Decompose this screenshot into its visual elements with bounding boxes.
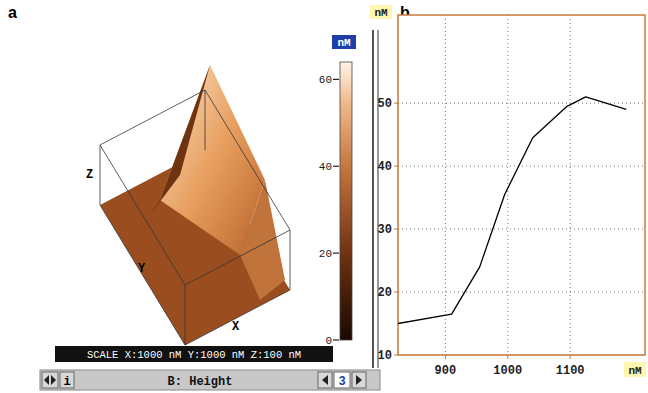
grid-line (398, 292, 645, 293)
box-edge (100, 205, 185, 345)
y-tick (394, 166, 398, 167)
prev-icon (322, 375, 328, 385)
grid-line (445, 15, 446, 355)
window-edge (377, 30, 379, 368)
afm-window (40, 30, 380, 368)
y-tick-label: 10 (378, 349, 392, 363)
y-tick (394, 229, 398, 230)
scale-text: SCALE X:1000 nM Y:1000 nM Z:100 nM (87, 349, 301, 361)
axis-label: X (232, 320, 240, 334)
y-label-box (370, 5, 392, 19)
colorbar-unit: nM (337, 37, 351, 49)
box-edge (185, 290, 290, 345)
grid-line (507, 15, 508, 355)
box-edge (100, 145, 185, 285)
nav-button[interactable] (42, 372, 58, 388)
x-tick-label: 1000 (493, 364, 522, 378)
colorbar-tick (333, 253, 339, 254)
x-tick (507, 355, 508, 359)
ridge-shadow (150, 65, 210, 215)
page-number: 3 (338, 375, 345, 389)
x-tick (570, 355, 571, 359)
y-axis-label: nM (374, 7, 388, 19)
surface-3d (100, 65, 290, 345)
panel-label: a (8, 4, 17, 21)
plot-area (398, 15, 645, 355)
y-tick (394, 103, 398, 104)
box-edge (185, 230, 290, 285)
y-tick-label: 30 (378, 223, 392, 237)
scale-bar (55, 346, 333, 362)
colorbar-tick-label: 20 (319, 248, 332, 260)
colorbar-tick (333, 339, 339, 340)
colorbar-tick (333, 166, 339, 167)
prev-button[interactable] (318, 372, 332, 388)
plot-frame (398, 15, 645, 355)
y-tick-label: 20 (378, 286, 392, 300)
channel-label: B: Height (168, 375, 233, 389)
y-tick (394, 355, 398, 356)
info-label: i (63, 375, 70, 389)
next-button[interactable] (352, 372, 366, 388)
x-tick-label: 1100 (556, 364, 585, 378)
grid-line (570, 15, 571, 355)
colorbar-tick (333, 79, 339, 80)
profile-line (398, 97, 626, 324)
grid-line (398, 229, 645, 230)
box-edge (100, 90, 205, 145)
colorbar-tick-label: 60 (319, 74, 332, 86)
y-tick (394, 292, 398, 293)
axis-label: Z (86, 168, 93, 182)
colorbar (340, 62, 352, 340)
y-tick-label: 50 (378, 97, 392, 111)
next-icon (356, 375, 362, 385)
x-tick-label: 900 (435, 364, 457, 378)
box-edge (185, 285, 186, 345)
box-edge (205, 90, 290, 230)
x-tick (445, 355, 446, 359)
series-group (398, 97, 626, 324)
unit-box (332, 35, 356, 49)
y-tick-label: 40 (378, 160, 392, 174)
figure: abZYXnM0204060SCALE X:1000 nM Y:1000 nM … (0, 0, 648, 393)
box-edge (290, 230, 291, 290)
toolbar (40, 370, 380, 390)
info-button[interactable] (60, 372, 74, 388)
page-box (334, 372, 350, 388)
box-edge (100, 145, 101, 205)
grid-line (398, 166, 645, 167)
window-edge (372, 30, 374, 368)
x-label-box (624, 362, 646, 377)
colorbar-tick-label: 0 (325, 335, 332, 347)
colorbar-tick-label: 40 (319, 161, 332, 173)
axis-label: Y (138, 262, 146, 276)
x-axis-label: nM (628, 365, 642, 377)
nav-icon (44, 375, 56, 385)
box-edge (205, 90, 206, 150)
ridge-tail (240, 180, 285, 300)
